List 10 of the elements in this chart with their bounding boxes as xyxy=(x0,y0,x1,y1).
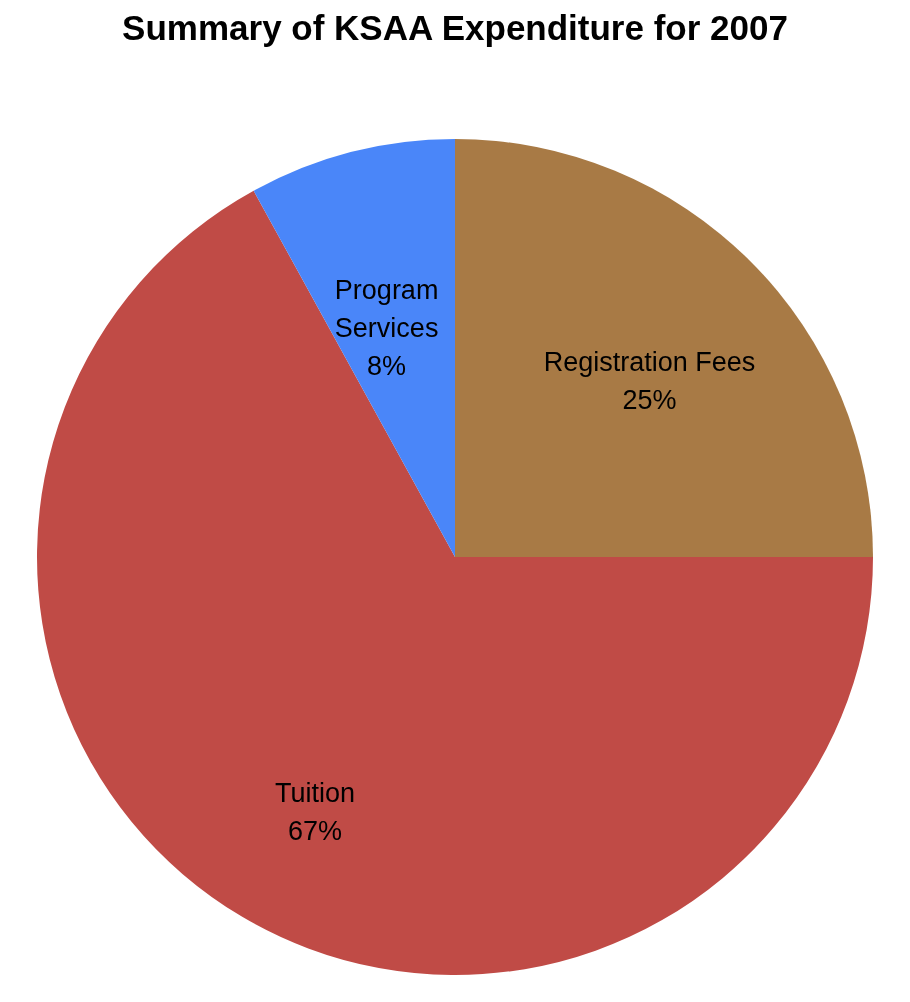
data-label: 67% xyxy=(287,815,343,846)
pie-slice xyxy=(455,139,873,557)
pie-slice xyxy=(253,139,455,557)
data-label: 25% xyxy=(622,384,677,415)
slice-label: Tuition xyxy=(274,777,356,808)
pie-slice xyxy=(37,190,873,975)
data-label: 8% xyxy=(367,350,407,381)
chart-title: Summary of KSAA Expenditure for 2007 xyxy=(122,8,788,47)
slice-label: Program Services xyxy=(334,274,439,343)
slice-label: Registration Fees xyxy=(543,346,756,377)
